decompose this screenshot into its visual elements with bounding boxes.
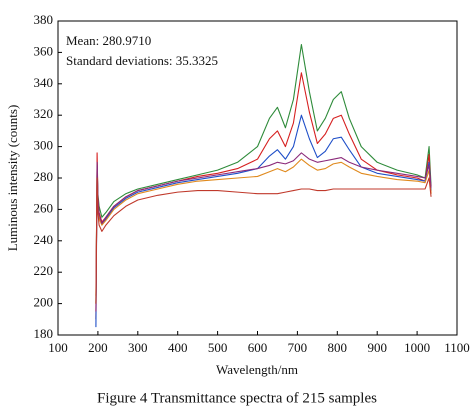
- y-tick-label: 200: [34, 295, 54, 310]
- y-tick-label: 280: [34, 169, 54, 184]
- x-tick-label: 800: [328, 340, 348, 355]
- y-tick-label: 300: [34, 138, 54, 153]
- y-tick-label: 260: [34, 200, 54, 215]
- y-tick-label: 380: [34, 12, 54, 27]
- y-tick-label: 320: [34, 106, 54, 121]
- y-axis-label: Luminous intensity (counts): [5, 105, 20, 252]
- x-tick-label: 1000: [404, 340, 430, 355]
- x-tick-label: 600: [248, 340, 268, 355]
- x-tick-label: 700: [288, 340, 308, 355]
- spectrum-line: [95, 158, 432, 296]
- x-tick-label: 900: [367, 340, 387, 355]
- annotation: Mean: 280.9710: [66, 33, 151, 48]
- plot-frame: [57, 20, 458, 336]
- y-tick-label: 240: [34, 232, 54, 247]
- caption: Figure 4 Transmittance spectra of 215 sa…: [97, 390, 377, 406]
- x-tick-label: 300: [128, 340, 148, 355]
- spectrum-line: [95, 152, 432, 312]
- x-tick-label: 400: [168, 340, 188, 355]
- x-tick-label: 200: [88, 340, 108, 355]
- spectrum-line: [95, 72, 432, 320]
- x-tick-label: 100: [48, 340, 68, 355]
- annotation: Standard deviations: 35.3325: [66, 53, 218, 68]
- y-tick-label: 340: [34, 75, 54, 90]
- spectrum-line: [95, 114, 432, 328]
- x-tick-label: 1100: [444, 340, 470, 355]
- x-axis-label: Wavelength/nm: [216, 362, 298, 377]
- spectrum-line: [95, 177, 432, 304]
- y-tick-label: 220: [34, 263, 54, 278]
- x-tick-label: 500: [208, 340, 228, 355]
- spectrum-line: [95, 44, 432, 304]
- y-tick-label: 180: [34, 326, 54, 341]
- y-tick-label: 360: [34, 43, 54, 58]
